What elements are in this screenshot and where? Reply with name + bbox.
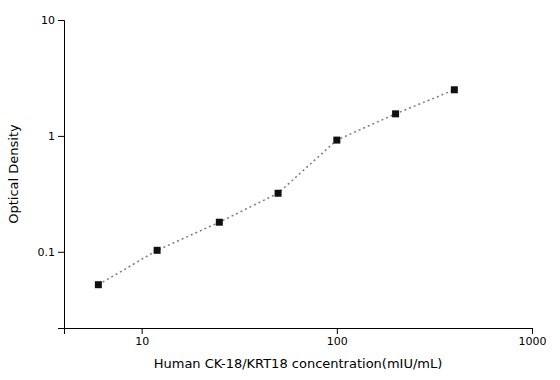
tick-mark xyxy=(58,136,64,137)
tick: 10 xyxy=(41,14,64,27)
x-axis: 10 100 1000 xyxy=(65,328,547,348)
tick-label: 1 xyxy=(48,130,55,143)
tick-label: 1000 xyxy=(519,335,547,348)
tick-mark xyxy=(58,252,64,253)
point xyxy=(392,110,399,117)
tick: 10 xyxy=(135,328,149,348)
tick-mark xyxy=(337,328,338,334)
tick: 100 xyxy=(327,328,348,348)
point xyxy=(451,86,458,93)
plot: 10 100 1000 0.1 1 10 xyxy=(38,14,547,348)
marks xyxy=(95,86,458,288)
line xyxy=(98,90,454,285)
y-axis: 0.1 1 10 xyxy=(38,14,65,328)
tick: 1000 xyxy=(519,328,547,348)
tick-label: 0.1 xyxy=(38,246,56,259)
point xyxy=(216,219,223,226)
point xyxy=(333,137,340,144)
x-axis-title: Human CK-18/KRT18 concentration(mIU/mL) xyxy=(154,356,443,371)
tick-mark xyxy=(532,328,533,334)
chart: 10 100 1000 0.1 1 10 Human CK-18/KRT18 concent… xyxy=(0,0,560,380)
axis-domain xyxy=(65,329,533,335)
point xyxy=(154,247,161,254)
tick: 1 xyxy=(48,130,64,143)
tick-mark xyxy=(58,20,64,21)
tick: 0.1 xyxy=(38,246,65,259)
tick-mark xyxy=(142,328,143,334)
point xyxy=(275,190,282,197)
y-axis-title: Optical Density xyxy=(6,124,21,224)
tick-label: 10 xyxy=(135,335,149,348)
point xyxy=(95,281,102,288)
tick-label: 100 xyxy=(327,335,348,348)
axis-domain xyxy=(58,21,65,329)
tick-label: 10 xyxy=(41,14,55,27)
